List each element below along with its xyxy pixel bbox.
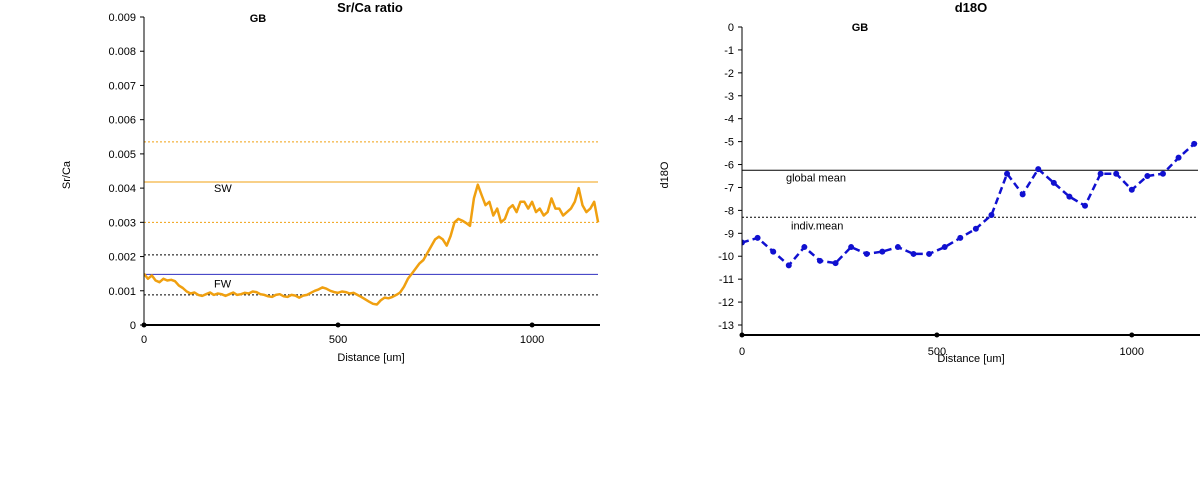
d18o-data-point <box>1082 202 1089 209</box>
d18o-y-tick-label: -9 <box>724 228 734 240</box>
d18o-data-point <box>941 244 948 251</box>
d18o-data-point <box>1191 140 1198 147</box>
d18o-data-point <box>1004 170 1011 177</box>
srca-x-tick-label: 500 <box>329 334 347 346</box>
d18o-data-point <box>910 250 917 257</box>
d18o-x-tick <box>934 332 940 338</box>
d18o-y-tick-label: -7 <box>724 182 734 194</box>
d18o-data-point <box>785 262 792 269</box>
srca-y-tick-label: 0.001 <box>108 286 136 298</box>
d18o-data-point <box>1050 179 1057 186</box>
d18o-x-tick-label: 0 <box>739 346 745 358</box>
srca-y-tick-label: 0.003 <box>108 217 136 229</box>
d18o-reference-lines: global mean indiv.mean <box>742 169 1198 232</box>
d18o-ref-line-label: indiv.mean <box>791 220 843 232</box>
srca-x-tick-label: 0 <box>141 334 147 346</box>
d18o-y-tick-label: 0 <box>728 22 734 34</box>
d18o-y-tick-label: -3 <box>724 91 734 103</box>
d18o-data-point <box>863 250 870 257</box>
d18o-series-line <box>742 139 1200 267</box>
d18o-y-tick-label: -5 <box>724 137 734 149</box>
d18o-data-point <box>1159 170 1166 177</box>
srca-y-tick-label: 0 <box>130 320 136 332</box>
d18o-chart-title: d18O <box>955 0 988 15</box>
d18o-x-axis-label: Distance [um] <box>937 353 1004 365</box>
srca-y-tick-label: 0.004 <box>108 183 136 195</box>
d18o-y-tick-label: -13 <box>718 320 734 332</box>
d18o-data-point <box>754 234 761 241</box>
srca-series-line <box>144 183 600 306</box>
srca-x-tick <box>141 322 147 328</box>
d18o-data-point <box>801 244 808 251</box>
d18o-data-point <box>1128 186 1135 193</box>
srca-y-tick-label: 0.009 <box>108 12 136 24</box>
srca-y-tick-label: 0.007 <box>108 80 136 92</box>
d18o-y-tick-label: -10 <box>718 251 734 263</box>
d18o-y-tick-label: -1 <box>724 45 734 57</box>
d18o-data-point <box>926 250 933 257</box>
srca-ref-line-label: SW <box>214 183 232 195</box>
d18o-y-tick-label: -2 <box>724 68 734 80</box>
d18o-chart-badge: GB <box>852 22 869 34</box>
srca-series <box>144 183 600 306</box>
d18o-data-point <box>742 239 745 246</box>
d18o-y-tick-label: -6 <box>724 160 734 172</box>
srca-x-tick <box>335 322 341 328</box>
d18o-data-point <box>957 234 964 241</box>
srca-chart-badge: GB <box>250 13 267 25</box>
d18o-x-tick <box>1129 332 1135 338</box>
d18o-data-point <box>1019 191 1026 198</box>
d18o-x-tick-label: 500 <box>928 346 946 358</box>
d18o-data-point <box>1113 170 1120 177</box>
d18o-data-point <box>1175 154 1182 161</box>
d18o-y-tick-label: -11 <box>719 274 734 286</box>
srca-chart-title: Sr/Ca ratio <box>337 0 403 15</box>
d18o-data-point <box>1035 166 1042 173</box>
d18o-data-point <box>848 244 855 251</box>
srca-y-axis-label: Sr/Ca <box>61 160 73 189</box>
srca-axes <box>143 17 600 326</box>
d18o-y-ticks: 0 -1 -2 -3 -4 -5 -6 -7 -8 -9 -10 -11 -12 -13 <box>718 22 742 332</box>
srca-y-tick-label: 0.008 <box>108 46 136 58</box>
d18o-y-tick-label: -8 <box>724 205 734 217</box>
d18o-x-tick-label: 1000 <box>1120 346 1144 358</box>
srca-x-tick <box>529 322 535 328</box>
d18o-data-point <box>1144 173 1151 179</box>
d18o-x-tick <box>739 332 745 338</box>
d18o-data-point <box>816 257 823 264</box>
srca-y-tick-label: 0.006 <box>108 115 136 127</box>
srca-y-tick-label: 0.002 <box>108 252 136 264</box>
d18o-axes <box>741 27 1200 336</box>
d18o-data-point <box>1066 193 1073 200</box>
d18o-data-point <box>879 248 886 255</box>
d18o-data-point <box>770 248 777 255</box>
d18o-data-point <box>832 260 839 267</box>
srca-ref-line-label: FW <box>214 278 232 290</box>
d18o-data-point <box>972 225 979 232</box>
d18o-y-tick-label: -12 <box>718 297 734 309</box>
d18o-series <box>742 139 1200 269</box>
d18o-ref-line-label: global mean <box>786 172 846 184</box>
srca-x-ticks: 0 500 1000 <box>141 322 544 346</box>
srca-x-axis-label: Distance [um] <box>337 352 404 364</box>
srca-y-ticks: 0 0.001 0.002 0.003 0.004 0.005 0.006 0.007 0.00… <box>108 12 144 332</box>
d18o-data-point <box>894 244 901 251</box>
d18o-data-point <box>988 211 995 218</box>
d18o-data-point <box>1097 170 1104 177</box>
srca-x-tick-label: 1000 <box>520 334 544 346</box>
srca-reference-lines: SW FW <box>144 141 598 296</box>
srca-y-tick-label: 0.005 <box>108 149 136 161</box>
d18o-y-tick-label: -4 <box>724 114 734 126</box>
d18o-chart: d18O GB Distance [um] d18O global mean in… <box>659 0 1200 365</box>
d18o-x-ticks: 0 500 1000 <box>739 332 1144 358</box>
d18o-y-axis-label: d18O <box>659 161 671 188</box>
srca-chart: Sr/Ca ratio GB Distance [um] Sr/Ca SWFW … <box>61 0 600 364</box>
